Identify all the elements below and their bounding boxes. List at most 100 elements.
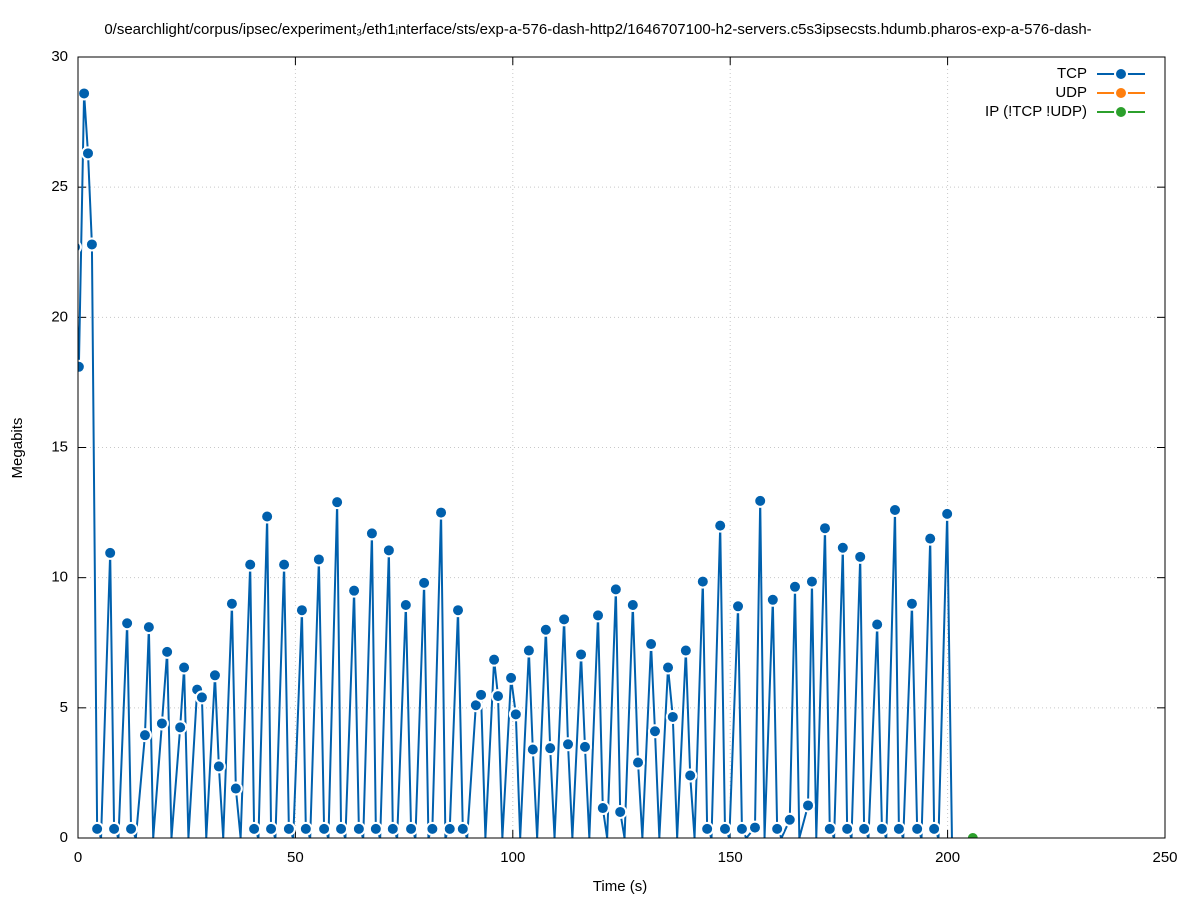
data-point (731, 599, 746, 614)
data-point (398, 598, 413, 613)
data-point (665, 709, 680, 724)
data-point (857, 821, 872, 836)
chart-title: 0/searchlight/corpus/ipsec/experiment₃/e… (104, 21, 1091, 38)
data-point (770, 821, 785, 836)
data-point (508, 707, 523, 722)
data-point (417, 575, 432, 590)
y-tick-label: 5 (60, 699, 68, 716)
data-point (243, 557, 258, 572)
data-point (525, 742, 540, 757)
data-point (557, 612, 572, 627)
data-point (103, 545, 118, 560)
data-point (330, 495, 345, 510)
data-point (804, 574, 819, 589)
data-point (695, 574, 710, 589)
y-tick-label: 15 (51, 438, 68, 455)
data-point (927, 821, 942, 836)
data-point (90, 821, 105, 836)
data-point (753, 493, 768, 508)
data-point (364, 526, 379, 541)
data-point (538, 622, 553, 637)
data-point (870, 617, 885, 632)
y-tick-label: 20 (51, 308, 68, 325)
data-point (385, 821, 400, 836)
y-axis-label: Megabits (9, 418, 26, 479)
data-point (81, 146, 96, 161)
data-point (487, 652, 502, 667)
data-point (277, 557, 292, 572)
data-point (474, 687, 489, 702)
data-point (874, 821, 889, 836)
x-tick-label: 50 (287, 849, 304, 866)
data-point (613, 804, 628, 819)
data-point (317, 821, 332, 836)
data-point (678, 643, 693, 658)
data-point (211, 759, 226, 774)
x-tick-label: 250 (1152, 849, 1177, 866)
data-point (713, 518, 728, 533)
data-point (137, 728, 152, 743)
data-point (347, 583, 362, 598)
legend-label: UDP (1055, 84, 1087, 101)
data-point (434, 505, 449, 520)
data-point (940, 506, 955, 521)
data-point (853, 549, 868, 564)
data-point (904, 596, 919, 611)
data-point (247, 821, 262, 836)
data-point (631, 755, 646, 770)
data-point (644, 637, 659, 652)
x-tick-label: 200 (935, 849, 960, 866)
data-point (835, 540, 850, 555)
data-point (451, 603, 466, 618)
data-point (351, 821, 366, 836)
data-point (765, 592, 780, 607)
x-tick-label: 150 (718, 849, 743, 866)
data-point (154, 716, 169, 731)
data-point (264, 821, 279, 836)
x-tick-label: 100 (500, 849, 525, 866)
data-point (425, 821, 440, 836)
data-point (78, 86, 92, 101)
data-point (442, 821, 457, 836)
data-point (595, 801, 610, 816)
data-point (491, 689, 506, 704)
data-point (311, 552, 326, 567)
plot-area (78, 86, 980, 838)
data-point (608, 582, 623, 597)
legend-marker (1114, 105, 1128, 119)
data-point (228, 781, 243, 796)
data-point (404, 821, 419, 836)
data-point (124, 821, 139, 836)
data-point (561, 737, 576, 752)
data-point (747, 820, 762, 835)
data-point (683, 768, 698, 783)
data-point (504, 670, 519, 685)
plot-border (77, 56, 1166, 839)
data-point (717, 821, 732, 836)
data-point (734, 821, 749, 836)
data-point (173, 720, 188, 735)
data-point (107, 821, 122, 836)
data-point (840, 821, 855, 836)
data-point (334, 821, 349, 836)
data-point (281, 821, 296, 836)
data-point (141, 620, 156, 635)
y-tick-label: 0 (60, 829, 68, 846)
data-point (801, 798, 816, 813)
y-tick-label: 25 (51, 178, 68, 195)
data-point (910, 821, 925, 836)
data-point (822, 821, 837, 836)
data-point (260, 509, 275, 524)
data-point (577, 739, 592, 754)
x-tick-label: 0 (74, 849, 82, 866)
data-point (298, 821, 313, 836)
data-point (574, 647, 589, 662)
data-point (521, 643, 536, 658)
data-point (965, 831, 980, 838)
data-point (455, 821, 470, 836)
legend-marker (1114, 86, 1128, 100)
data-point (194, 690, 209, 705)
data-point (787, 579, 802, 594)
